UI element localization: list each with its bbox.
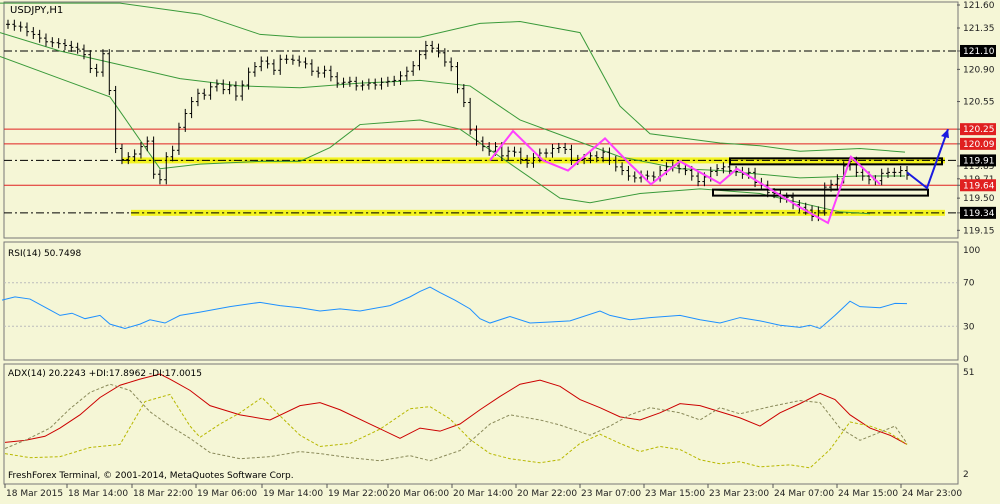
price-label-text: 119.64 [963, 181, 995, 191]
price-panel [0, 2, 957, 225]
rsi-panel-title: RSI(14) 50.7498 [8, 249, 81, 259]
adx-panel-frame [3, 363, 959, 485]
rsi-panel [1, 282, 957, 330]
time-tick-label: 18 Mar 22:00 [133, 489, 193, 499]
time-tick-label: 19 Mar 06:00 [197, 489, 257, 499]
rsi-tick-label: 0 [963, 355, 969, 365]
time-tick-label: 23 Mar 07:00 [581, 489, 641, 499]
price-panel-frame [3, 1, 959, 239]
price-tick-label: 119.50 [963, 194, 995, 204]
forecast-arrow-head [941, 129, 949, 139]
price-label-box [960, 44, 996, 57]
price-tick-label: 121.35 [963, 24, 995, 34]
time-tick-label: 24 Mar 15:00 [838, 489, 898, 499]
time-tick-label: 20 Mar 06:00 [389, 489, 449, 499]
time-tick-label: 20 Mar 14:00 [453, 489, 513, 499]
price-label-text: 120.25 [963, 125, 995, 135]
adx-panel-title: ADX(14) 20.2243 +DI:17.8962 -DI:17.0015 [8, 369, 202, 379]
bb-upper-line [0, 2, 906, 153]
time-tick-label: 18 Mar 2015 [6, 489, 63, 499]
range-box-0 [729, 157, 943, 166]
time-tick-label: 19 Mar 22:00 [328, 489, 388, 499]
rsi-line [1, 286, 908, 330]
time-tick-label: 18 Mar 14:00 [68, 489, 128, 499]
bb-middle-line [0, 32, 905, 179]
price-label-box [960, 123, 996, 136]
price-tick-label: 120.90 [963, 65, 995, 75]
price-label-box [960, 206, 996, 219]
price-panel-title: USDJPY,H1 [10, 5, 63, 16]
pattern-zigzag [489, 129, 881, 225]
price-label-box [960, 154, 996, 167]
adx-tick-label: 2 [963, 470, 969, 480]
rsi-tick-label: 100 [963, 246, 980, 256]
price-tick-label: 119.15 [963, 226, 995, 236]
time-tick-label: 20 Mar 22:00 [517, 489, 577, 499]
price-label-text: 120.09 [963, 140, 995, 150]
time-tick-label: 23 Mar 23:00 [709, 489, 769, 499]
price-label-text: 119.34 [963, 209, 995, 219]
rsi-tick-label: 70 [963, 279, 975, 289]
adx-tick-label: 51 [963, 368, 974, 378]
rsi-tick-label: 30 [963, 322, 975, 332]
time-tick-label: 23 Mar 15:00 [645, 489, 705, 499]
adx-line-2 [4, 383, 908, 462]
price-label-box [960, 137, 996, 150]
adx-panel [4, 373, 908, 469]
forecast-arrow [906, 128, 949, 190]
time-tick-label: 24 Mar 23:00 [902, 489, 962, 499]
range-box-1 [712, 188, 929, 197]
price-label-text: 121.10 [963, 47, 995, 57]
price-label-box [960, 179, 996, 192]
price-tick-label: 120.55 [963, 98, 995, 108]
time-tick-label: 19 Mar 14:00 [263, 489, 323, 499]
price-tick-label: 119.85 [963, 162, 995, 172]
adx-line-0 [4, 373, 908, 445]
axes: 121.60 121.35 121.10 120.90 120.55 120.25 120.… [4, 1, 996, 499]
price-tick-label: 121.60 [963, 1, 995, 11]
rsi-panel-frame [3, 241, 959, 361]
time-tick-label: 24 Mar 07:00 [774, 489, 834, 499]
price-label-text: 119.91 [963, 156, 995, 166]
footer-copyright: FreshForex Terminal, © 2001-2014, MetaQu… [8, 471, 294, 481]
